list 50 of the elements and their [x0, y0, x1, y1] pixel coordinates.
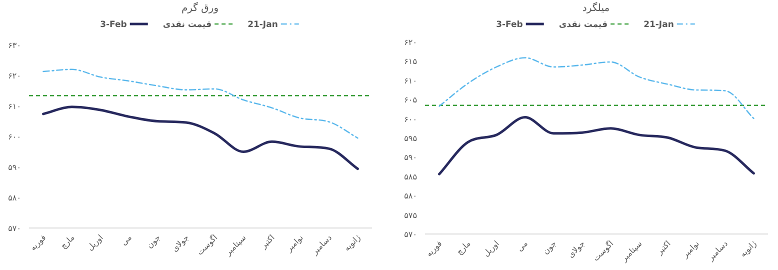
x-tick-label: می	[515, 239, 530, 254]
x-tick-label: مارچ	[454, 239, 472, 257]
legend-label: قیمت نقدی	[558, 20, 608, 30]
x-tick-label: اگوست	[590, 238, 616, 263]
x-tick-label: نوامبر	[284, 233, 305, 254]
y-tick-label: ۶۱۵	[404, 57, 417, 66]
x-tick-label: نوامبر	[680, 239, 701, 260]
legend-label: 21-Jan	[644, 20, 674, 30]
legend-label: 3-Feb	[100, 20, 127, 30]
y-tick-label: ۵۷۵	[404, 210, 417, 220]
chart-title: میلگرد	[582, 2, 610, 14]
x-tick-label: فوریه	[424, 238, 444, 258]
x-tick-label: مارچ	[58, 233, 76, 251]
y-tick-label: ۶۰۰	[404, 114, 417, 124]
y-tick-label: ۶۰۰	[8, 132, 21, 142]
x-tick-label: دسامبر	[310, 232, 334, 257]
chart-title: ورق گرم	[181, 2, 219, 14]
legend-label: 3-Feb	[496, 20, 523, 30]
x-tick-label: می	[119, 233, 134, 248]
y-tick-label: ۵۸۵	[404, 172, 417, 182]
legend-label: قیمت نقدی	[162, 20, 212, 30]
y-tick-label: ۶۱۰	[8, 102, 21, 111]
y-tick-label: ۵۹۰	[8, 163, 21, 172]
y-tick-label: ۵۷۰	[8, 224, 21, 233]
y-tick-label: ۶۳۰	[8, 41, 21, 50]
y-tick-label: ۶۲۰	[404, 38, 417, 47]
x-tick-label: دسامبر	[706, 238, 730, 263]
x-tick-label: جولای	[566, 239, 587, 260]
x-tick-label: اکتبر	[258, 233, 276, 251]
x-tick-label: سپتامبر	[618, 238, 644, 264]
y-tick-label: ۵۸۰	[8, 194, 21, 202]
y-tick-label: ۵۷۰	[404, 230, 417, 239]
x-tick-label: سپتامبر	[222, 232, 248, 258]
y-tick-label: ۶۰۵	[404, 96, 417, 105]
y-tick-label: ۶۲۰	[8, 72, 21, 80]
x-tick-label: اگوست	[194, 232, 220, 257]
y-tick-label: ۶۱۰	[404, 76, 417, 86]
x-tick-label: اوریل	[482, 239, 501, 258]
x-tick-label: جون	[145, 233, 162, 250]
x-tick-label: جون	[541, 239, 558, 256]
x-tick-label: فوریه	[28, 232, 48, 252]
x-tick-label: ژانویه	[738, 238, 758, 259]
legend-label: 21-Jan	[248, 20, 278, 30]
x-tick-label: ژانویه	[342, 232, 362, 253]
y-tick-label: ۵۸۰	[404, 192, 417, 201]
x-tick-label: اکتبر	[654, 239, 672, 257]
x-tick-label: اوریل	[86, 233, 105, 252]
y-tick-label: ۵۹۰	[404, 153, 417, 162]
y-tick-label: ۵۹۵	[404, 134, 417, 143]
x-tick-label: جولای	[170, 233, 191, 254]
